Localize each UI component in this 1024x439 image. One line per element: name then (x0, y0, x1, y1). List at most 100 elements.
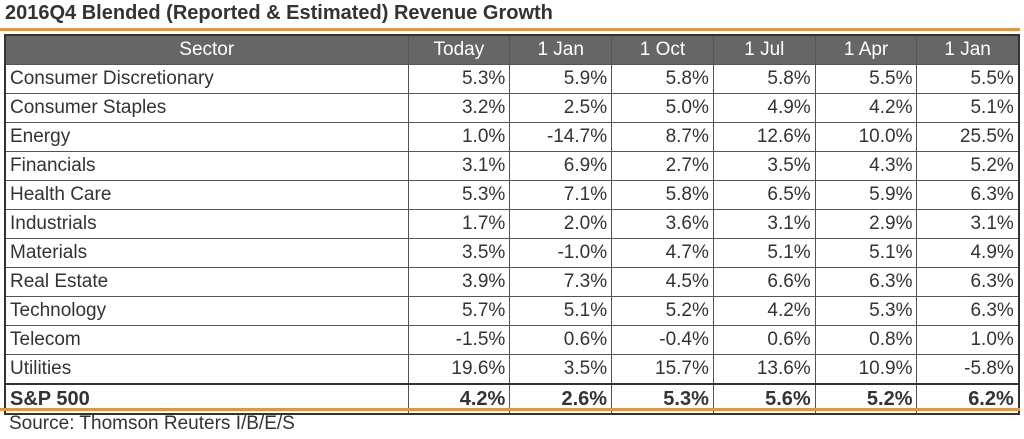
value-cell: 4.2% (712, 296, 816, 326)
value-cell: 0.6% (509, 325, 613, 355)
value-cell: 5.5% (916, 64, 1020, 94)
column-header-1-oct: 1 Oct (611, 34, 714, 65)
value-cell: 3.2% (407, 93, 511, 123)
sector-cell: Real Estate (4, 267, 409, 297)
value-cell: 5.8% (611, 64, 714, 94)
sector-cell: Telecom (4, 325, 409, 355)
value-cell: 6.3% (916, 180, 1020, 210)
header-row: Sector Today 1 Jan 1 Oct 1 Jul 1 Apr 1 J… (4, 34, 1020, 65)
value-cell: 4.2% (814, 93, 918, 123)
value-cell: 3.5% (509, 354, 613, 385)
table-row: Technology 5.7% 5.1% 5.2% 4.2% 5.3% 6.3% (4, 296, 1020, 326)
value-cell: 5.7% (407, 296, 511, 326)
value-cell: 4.9% (916, 238, 1020, 268)
value-cell: 4.9% (712, 93, 816, 123)
value-cell: 2.0% (509, 209, 613, 239)
value-cell: 5.1% (712, 238, 816, 268)
data-table: Sector Today 1 Jan 1 Oct 1 Jul 1 Apr 1 J… (4, 34, 1020, 415)
value-cell: 5.5% (814, 64, 918, 94)
value-cell: 6.3% (814, 267, 918, 297)
value-cell: 2.7% (611, 151, 714, 181)
value-cell: 3.5% (712, 151, 816, 181)
table-row: Utilities 19.6% 3.5% 15.7% 13.6% 10.9% -5.8% (4, 354, 1020, 385)
value-cell: 3.5% (407, 238, 511, 268)
column-header-1-jan-prior: 1 Jan (916, 34, 1020, 65)
column-header-sector: Sector (4, 34, 409, 65)
value-cell: 5.1% (916, 93, 1020, 123)
value-cell: 4.5% (611, 267, 714, 297)
value-cell: 6.6% (712, 267, 816, 297)
value-cell: 1.0% (916, 325, 1020, 355)
value-cell: 5.2% (611, 296, 714, 326)
value-cell: 4.7% (611, 238, 714, 268)
value-cell: 6.3% (916, 267, 1020, 297)
top-accent-rule (0, 28, 1020, 31)
value-cell: -5.8% (916, 354, 1020, 385)
value-cell: 5.9% (814, 180, 918, 210)
column-header-today: Today (407, 34, 511, 65)
value-cell: 2.5% (509, 93, 613, 123)
sector-cell: Energy (4, 122, 409, 152)
column-header-1-apr: 1 Apr (814, 34, 918, 65)
sector-cell: Industrials (4, 209, 409, 239)
value-cell: 25.5% (916, 122, 1020, 152)
sector-cell: Materials (4, 238, 409, 268)
column-header-1-jan: 1 Jan (509, 34, 613, 65)
value-cell: 5.3% (814, 296, 918, 326)
value-cell: 0.6% (712, 325, 816, 355)
sector-cell: Technology (4, 296, 409, 326)
value-cell: -1.0% (509, 238, 613, 268)
table-row: Financials 3.1% 6.9% 2.7% 3.5% 4.3% 5.2% (4, 151, 1020, 181)
value-cell: 6.3% (916, 296, 1020, 326)
value-cell: 0.8% (814, 325, 918, 355)
value-cell: -14.7% (509, 122, 613, 152)
value-cell: 3.1% (712, 209, 816, 239)
chart-title: 2016Q4 Blended (Reported & Estimated) Re… (5, 2, 553, 24)
sector-cell: Consumer Discretionary (4, 64, 409, 94)
value-cell: 3.9% (407, 267, 511, 297)
column-header-1-jul: 1 Jul (712, 34, 816, 65)
sector-cell: Health Care (4, 180, 409, 210)
value-cell: 6.5% (712, 180, 816, 210)
value-cell: 12.6% (712, 122, 816, 152)
value-cell: 3.1% (407, 151, 511, 181)
value-cell: 8.7% (611, 122, 714, 152)
table-row: Materials 3.5% -1.0% 4.7% 5.1% 5.1% 4.9% (4, 238, 1020, 268)
table-row: Energy 1.0% -14.7% 8.7% 12.6% 10.0% 25.5% (4, 122, 1020, 152)
value-cell: 3.1% (916, 209, 1020, 239)
value-cell: 15.7% (611, 354, 714, 385)
value-cell: 4.3% (814, 151, 918, 181)
value-cell: 5.1% (814, 238, 918, 268)
table-row: Industrials 1.7% 2.0% 3.6% 3.1% 2.9% 3.1% (4, 209, 1020, 239)
value-cell: 7.1% (509, 180, 613, 210)
bottom-accent-rule (0, 408, 1020, 411)
value-cell: 2.9% (814, 209, 918, 239)
value-cell: 19.6% (407, 354, 511, 385)
value-cell: 10.0% (814, 122, 918, 152)
value-cell: -1.5% (407, 325, 511, 355)
table-row: Consumer Discretionary 5.3% 5.9% 5.8% 5.8% 5.… (4, 64, 1020, 94)
table-row: Telecom -1.5% 0.6% -0.4% 0.6% 0.8% 1.0% (4, 325, 1020, 355)
source-note: Source: Thomson Reuters I/B/E/S (9, 413, 295, 434)
table-row: Health Care 5.3% 7.1% 5.8% 6.5% 5.9% 6.3% (4, 180, 1020, 210)
sector-cell: Utilities (4, 354, 409, 385)
value-cell: 13.6% (712, 354, 816, 385)
table-row: Real Estate 3.9% 7.3% 4.5% 6.6% 6.3% 6.3% (4, 267, 1020, 297)
table-row: Consumer Staples 3.2% 2.5% 5.0% 4.9% 4.2% 5.1% (4, 93, 1020, 123)
table-body: Consumer Discretionary 5.3% 5.9% 5.8% 5.8% 5.… (4, 64, 1020, 415)
value-cell: 1.7% (407, 209, 511, 239)
value-cell: 5.3% (407, 180, 511, 210)
value-cell: 5.8% (611, 180, 714, 210)
value-cell: -0.4% (611, 325, 714, 355)
value-cell: 5.0% (611, 93, 714, 123)
value-cell: 5.1% (509, 296, 613, 326)
value-cell: 5.9% (509, 64, 613, 94)
value-cell: 5.3% (407, 64, 511, 94)
sector-cell: Financials (4, 151, 409, 181)
value-cell: 5.8% (712, 64, 816, 94)
sector-cell: Consumer Staples (4, 93, 409, 123)
value-cell: 5.2% (916, 151, 1020, 181)
value-cell: 10.9% (814, 354, 918, 385)
value-cell: 1.0% (407, 122, 511, 152)
